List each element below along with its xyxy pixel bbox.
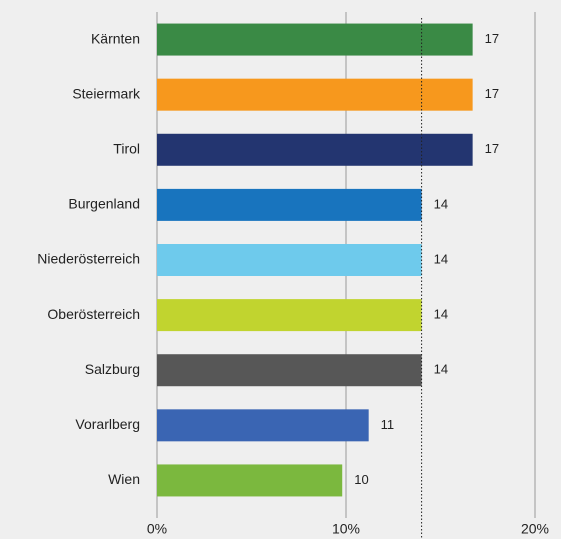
value-label: 11 — [381, 417, 395, 432]
value-label: 17 — [485, 141, 499, 156]
x-tick-label: 0% — [147, 521, 167, 537]
value-label: 17 — [485, 31, 499, 46]
value-label: 10 — [354, 472, 368, 487]
y-tick-label: Vorarlberg — [75, 416, 140, 432]
bar — [157, 23, 473, 56]
value-label: 14 — [434, 251, 448, 266]
bar — [157, 188, 422, 221]
value-label: 14 — [434, 362, 448, 377]
x-tick-label: 20% — [521, 521, 549, 537]
y-tick-label: Tirol — [113, 140, 140, 156]
y-tick-label: Kärnten — [91, 30, 140, 46]
y-tick-label: Wien — [108, 471, 140, 487]
bar — [157, 354, 422, 387]
bar — [157, 244, 422, 276]
bar — [157, 464, 343, 497]
value-label: 14 — [434, 196, 448, 211]
bar — [157, 299, 422, 332]
y-tick-label: Niederösterreich — [37, 251, 140, 267]
value-label: 14 — [434, 307, 448, 322]
y-tick-label: Salzburg — [85, 361, 140, 377]
bar — [157, 133, 473, 166]
value-label: 17 — [485, 86, 499, 101]
y-tick-label: Oberösterreich — [47, 306, 140, 322]
x-tick-label: 10% — [332, 521, 360, 537]
y-tick-label: Steiermark — [72, 85, 141, 101]
bar — [157, 78, 473, 111]
y-tick-label: Burgenland — [68, 196, 140, 212]
bar — [157, 409, 369, 442]
